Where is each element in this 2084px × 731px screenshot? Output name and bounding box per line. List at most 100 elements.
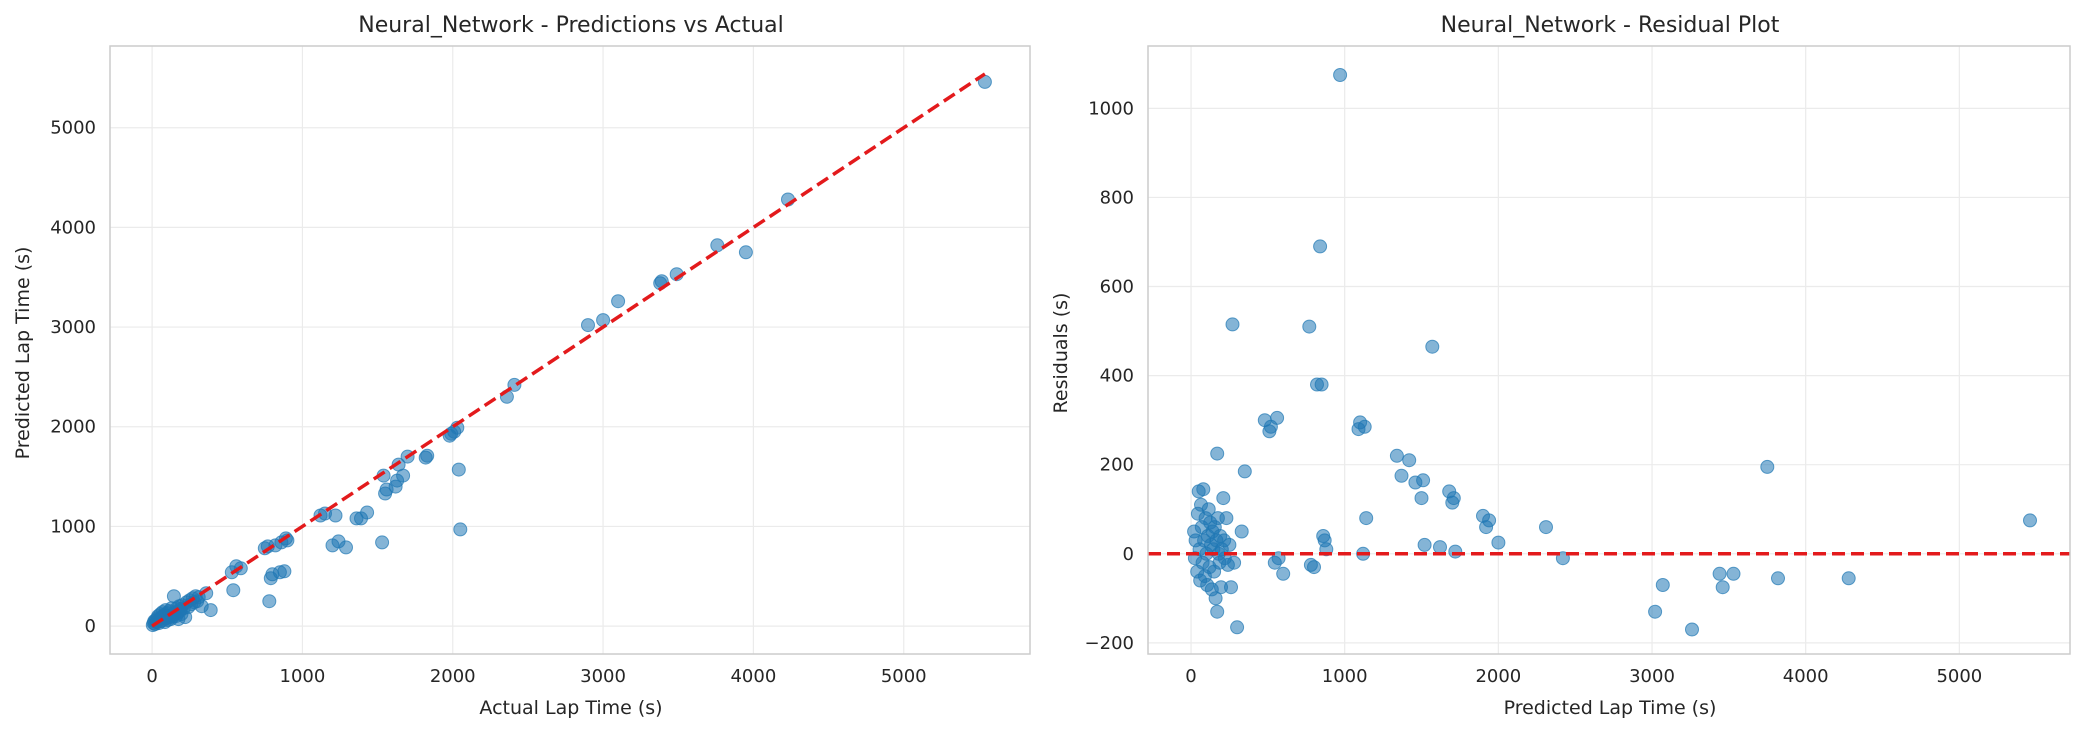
data-point	[1333, 68, 1348, 82]
x-tick-label: 3000	[580, 666, 626, 687]
data-point	[1219, 511, 1234, 526]
y-tick-label: 3000	[50, 317, 96, 338]
data-point	[1416, 473, 1431, 488]
x-axis-label: Actual Lap Time (s)	[479, 697, 662, 719]
x-tick-label: 3000	[1629, 666, 1675, 687]
data-point	[1210, 604, 1225, 619]
data-point	[1712, 566, 1727, 581]
x-tick-label: 5000	[1936, 666, 1982, 687]
x-axis-label: Predicted Lap Time (s)	[1504, 697, 1717, 719]
data-point	[375, 535, 390, 550]
data-point	[360, 505, 375, 520]
y-tick-label: 0	[1123, 544, 1134, 565]
data-point	[1433, 540, 1447, 555]
data-point	[1446, 491, 1461, 506]
data-point	[1357, 419, 1372, 434]
data-point	[420, 448, 435, 463]
data-point	[1417, 537, 1432, 552]
data-point	[1237, 464, 1252, 479]
y-tick-label: 600	[1100, 277, 1134, 298]
y-tick-label: 2000	[50, 417, 96, 438]
data-point	[1648, 604, 1663, 619]
data-point	[262, 594, 277, 609]
data-point	[1394, 468, 1409, 483]
y-tick-label: −200	[1085, 633, 1134, 654]
data-point	[1448, 544, 1463, 559]
data-point	[710, 238, 725, 253]
data-point	[203, 603, 218, 618]
data-point	[738, 245, 753, 260]
data-point	[1715, 580, 1730, 595]
data-point	[339, 540, 353, 555]
data-point	[1414, 491, 1429, 506]
data-point	[1208, 591, 1223, 606]
data-point	[1307, 560, 1321, 575]
data-point	[1760, 459, 1775, 474]
data-point	[1539, 520, 1553, 535]
data-point	[1314, 377, 1329, 392]
x-tick-label: 5000	[881, 666, 927, 687]
data-point	[581, 318, 595, 333]
data-point	[1276, 566, 1291, 581]
predictions-vs-actual-panel: Neural_Network - Predictions vs Actual A…	[12, 13, 1031, 719]
x-tick-label: 2000	[1475, 666, 1521, 687]
data-point	[2023, 513, 2037, 528]
data-point	[596, 313, 611, 328]
data-point	[1771, 571, 1785, 586]
data-point	[396, 468, 411, 483]
plot-frame	[1147, 45, 2071, 655]
data-point	[1726, 566, 1741, 581]
data-point	[1230, 620, 1245, 635]
data-point	[1402, 453, 1417, 468]
x-tick-label: 1000	[280, 666, 326, 687]
x-tick-label: 4000	[730, 666, 776, 687]
y-tick-label: 1000	[50, 516, 96, 537]
data-point	[1224, 580, 1238, 595]
data-point	[1201, 502, 1216, 517]
data-point	[453, 522, 468, 537]
data-point	[1655, 578, 1670, 592]
y-tick-label: 0	[85, 616, 96, 637]
data-point	[1313, 239, 1328, 254]
x-tick-label: 2000	[430, 666, 476, 687]
y-tick-label: 5000	[50, 118, 96, 139]
y-tick-label: 4000	[50, 217, 96, 238]
data-point	[1225, 317, 1240, 332]
residual-panel: Neural_Network - Residual Plot Predicted…	[1050, 13, 2071, 719]
x-tick-label: 0	[1185, 666, 1196, 687]
data-point	[1841, 571, 1856, 586]
chart-title: Neural_Network - Predictions vs Actual	[358, 13, 784, 38]
reference-line	[151, 72, 986, 628]
data-point	[1491, 535, 1506, 550]
chart-title: Neural_Network - Residual Plot	[1441, 13, 1780, 38]
data-point	[1685, 622, 1699, 637]
data-point	[1359, 511, 1374, 526]
y-tick-label: 800	[1100, 187, 1134, 208]
data-point	[1196, 482, 1211, 497]
data-point	[451, 462, 466, 477]
data-point	[1210, 446, 1225, 461]
y-tick-label: 200	[1100, 455, 1134, 476]
data-point	[611, 294, 626, 309]
x-tick-label: 0	[146, 666, 157, 687]
data-point	[328, 508, 343, 523]
data-point	[1389, 448, 1404, 463]
data-point	[226, 583, 241, 598]
y-tick-label: 400	[1100, 366, 1134, 387]
plot-frame	[109, 45, 1031, 655]
y-tick-label: 1000	[1088, 98, 1134, 119]
data-point	[1227, 555, 1242, 570]
y-axis-label: Predicted Lap Time (s)	[12, 247, 34, 460]
plot-area	[1148, 46, 2070, 654]
data-point	[1270, 410, 1285, 425]
x-tick-label: 1000	[1322, 666, 1368, 687]
data-point	[277, 564, 292, 579]
y-axis-label: Residuals (s)	[1050, 293, 1072, 414]
data-point	[1234, 524, 1249, 539]
data-point	[1222, 537, 1237, 552]
data-point	[1302, 319, 1317, 334]
x-tick-label: 4000	[1783, 666, 1829, 687]
data-point	[1216, 491, 1231, 506]
data-point	[1482, 513, 1497, 528]
